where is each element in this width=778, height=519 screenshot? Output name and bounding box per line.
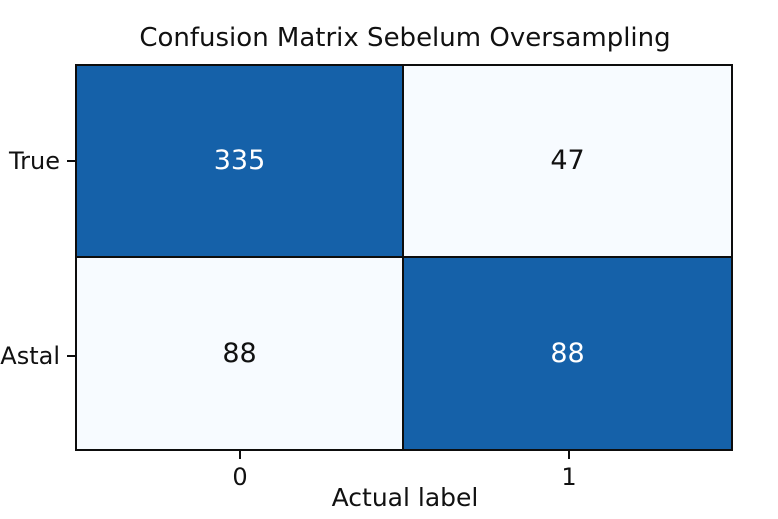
confusion-matrix-grid: 335 47 88 88 bbox=[75, 64, 733, 451]
y-tick-label-astal: Astal bbox=[0, 342, 60, 370]
matrix-cell-astal-0: 88 bbox=[77, 257, 404, 449]
x-tick-mark-0 bbox=[239, 451, 241, 459]
y-tick-label-true: True bbox=[9, 147, 60, 175]
y-tick-mark-astal bbox=[67, 355, 75, 357]
matrix-cell-astal-1: 88 bbox=[404, 257, 731, 449]
x-axis-label: Actual label bbox=[331, 483, 479, 512]
matrix-cell-true-0: 335 bbox=[77, 66, 404, 258]
x-tick-label-1: 1 bbox=[561, 463, 577, 491]
matrix-cell-true-1: 47 bbox=[404, 66, 731, 258]
x-tick-mark-1 bbox=[568, 451, 570, 459]
y-tick-mark-true bbox=[67, 160, 75, 162]
x-tick-label-0: 0 bbox=[232, 463, 248, 491]
chart-title: Confusion Matrix Sebelum Oversampling bbox=[139, 23, 671, 53]
